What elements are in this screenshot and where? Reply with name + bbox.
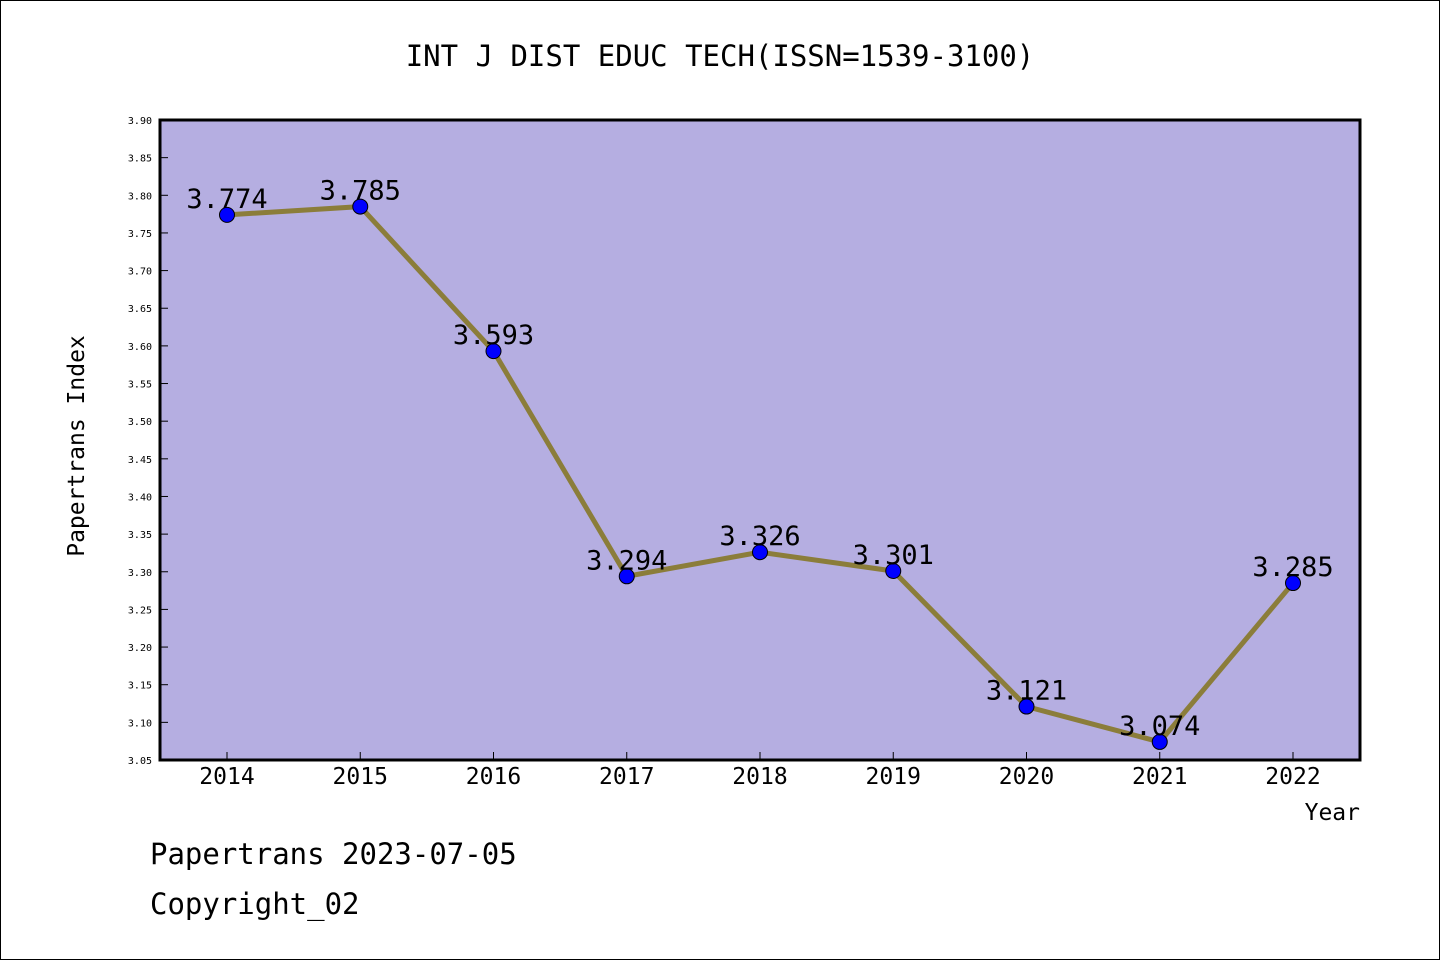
data-point [752, 544, 768, 561]
x-tick-label: 2021 [1132, 764, 1187, 790]
y-tick-label: 3.45 [128, 455, 152, 466]
y-tick-label: 3.30 [128, 568, 152, 579]
y-tick-label: 3.20 [128, 643, 152, 654]
data-label: 3.285 [1252, 552, 1333, 583]
data-label: 3.785 [320, 176, 401, 207]
data-point [485, 343, 502, 360]
data-point [352, 198, 369, 215]
y-tick-label: 3.50 [128, 417, 152, 428]
data-label: 3.121 [986, 676, 1067, 707]
chart-title: INT J DIST EDUC TECH(ISSN=1539-3100) [406, 39, 1035, 73]
data-point [219, 206, 235, 223]
y-tick-label: 3.05 [128, 756, 152, 767]
x-axis-label: Year [1305, 800, 1360, 826]
data-point [1151, 733, 1168, 750]
y-tick-label: 3.10 [128, 718, 152, 729]
data-point [1018, 698, 1035, 715]
data-label: 3.593 [453, 320, 534, 351]
y-tick-label: 3.85 [128, 154, 152, 165]
y-tick-label: 3.65 [128, 304, 152, 315]
x-tick-label: 2015 [333, 764, 388, 790]
y-tick-label: 3.60 [128, 342, 152, 353]
plot-area [158, 118, 1362, 762]
y-tick-label: 3.15 [128, 681, 152, 692]
footer-copyright: Copyright_02 [150, 887, 360, 922]
y-tick-label: 3.25 [128, 605, 152, 616]
y-tick-label: 3.90 [128, 116, 152, 127]
data-label: 3.774 [186, 184, 267, 215]
y-tick-label: 3.35 [128, 530, 152, 541]
x-tick-label: 2019 [866, 764, 921, 790]
y-tick-label: 3.70 [128, 267, 152, 278]
data-label: 3.326 [719, 521, 800, 552]
y-tick-label: 3.75 [128, 229, 152, 240]
y-tick-label: 3.40 [128, 492, 152, 503]
data-point [618, 568, 635, 585]
x-tick-label: 2018 [732, 764, 787, 790]
y-tick-label: 3.55 [128, 380, 152, 391]
y-axis-label: Papertrans Index [64, 335, 90, 557]
data-point [885, 563, 902, 580]
data-point [1285, 575, 1301, 592]
y-tick-label: 3.80 [128, 191, 152, 202]
footer-date: Papertrans 2023-07-05 [150, 837, 517, 871]
y-axis: 3.05 3.10 3.15 3.20 3.25 3.30 3.35 3.40 3.45 3.50… [128, 116, 168, 767]
x-axis: 2014 2015 2016 2017 2018 2019 2020 2021 2022 [199, 752, 1321, 790]
x-tick-label: 2022 [1265, 764, 1320, 790]
x-tick-label: 2014 [199, 764, 254, 790]
data-label: 3.294 [586, 545, 667, 576]
data-label: 3.074 [1119, 711, 1200, 742]
data-label: 3.301 [853, 540, 934, 571]
x-tick-label: 2020 [999, 764, 1054, 790]
x-tick-label: 2016 [466, 764, 521, 790]
x-tick-label: 2017 [599, 764, 654, 790]
series-group: 3.774 3.785 3.593 3.294 3.326 3.301 3.121 3.074… [186, 176, 1334, 750]
